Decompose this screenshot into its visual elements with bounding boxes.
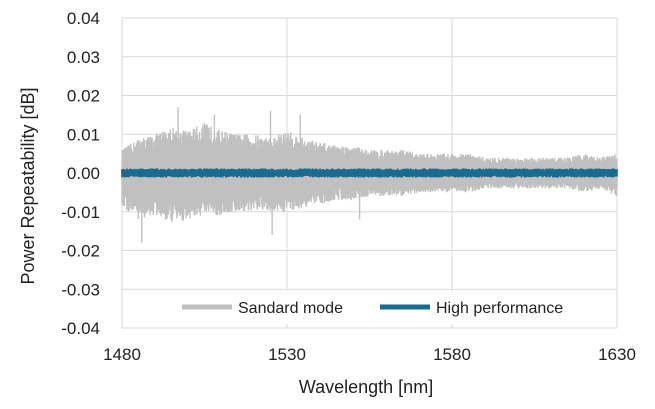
y-tick-label: -0.03 bbox=[61, 280, 100, 299]
legend-label-high-performance: High performance bbox=[436, 300, 563, 317]
legend: Sandard mode High performance bbox=[172, 291, 614, 324]
x-tick-label: 1630 bbox=[598, 345, 636, 364]
y-tick-labels: 0.04 0.03 0.02 0.01 0.00 -0.01 -0.02 -0.03 -0.04 bbox=[61, 9, 100, 338]
legend-label-standard-mode: Sandard mode bbox=[238, 300, 343, 317]
y-tick-label: -0.04 bbox=[61, 319, 100, 338]
y-tick-label: 0.00 bbox=[67, 164, 100, 183]
x-tick-label: 1480 bbox=[103, 345, 141, 364]
y-tick-label: 0.02 bbox=[67, 87, 100, 106]
y-tick-label: 0.04 bbox=[67, 9, 100, 28]
y-tick-label: 0.03 bbox=[67, 48, 100, 67]
y-tick-label: -0.01 bbox=[61, 203, 100, 222]
series-layer bbox=[121, 107, 618, 243]
y-tick-label: 0.01 bbox=[67, 125, 100, 144]
y-axis-title: Power Repeatability [dB] bbox=[18, 87, 38, 284]
x-tick-label: 1580 bbox=[433, 345, 471, 364]
x-axis-title: Wavelength [nm] bbox=[299, 377, 433, 397]
series-high-performance bbox=[121, 168, 618, 178]
x-tick-label: 1530 bbox=[268, 345, 306, 364]
y-tick-label: -0.02 bbox=[61, 242, 100, 261]
x-tick-labels: 1480 1530 1580 1630 bbox=[103, 345, 636, 364]
